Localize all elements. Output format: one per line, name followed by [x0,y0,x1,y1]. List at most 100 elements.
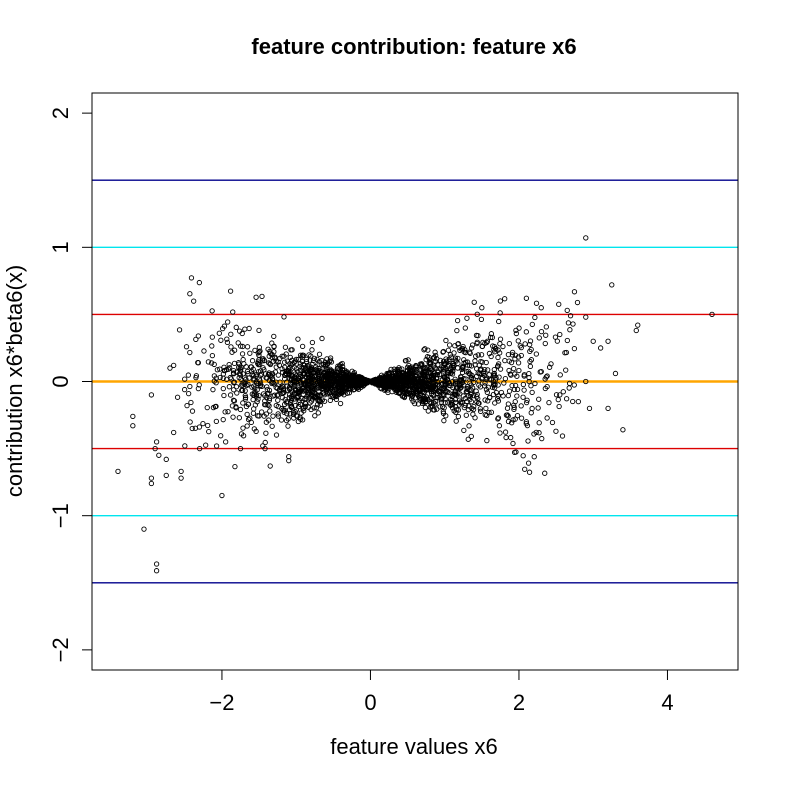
data-point [327,397,333,403]
data-point [171,362,177,369]
data-point [271,392,278,398]
data-point [567,327,573,333]
data-point [292,387,299,393]
data-point [176,327,183,333]
data-point [414,376,421,383]
data-point [409,372,416,379]
data-point [230,367,237,374]
data-point [249,358,256,364]
data-point [220,417,226,423]
data-point [518,415,525,421]
data-point [491,370,497,377]
data-point [255,359,261,365]
data-point [523,399,530,406]
data-point [497,350,503,356]
data-point [444,363,451,369]
data-point [438,381,444,388]
data-point [244,411,250,418]
data-point [505,413,511,419]
data-point [511,386,518,393]
data-point [396,370,403,376]
data-point [473,388,479,394]
data-point [407,392,414,398]
data-point [502,376,509,382]
data-point [528,383,534,389]
data-point [260,391,267,397]
data-point [396,390,403,397]
data-point [458,374,464,380]
data-point [314,356,320,362]
data-point [327,358,333,365]
data-point [633,327,639,334]
data-point [290,383,296,389]
data-point [485,398,491,404]
data-point [486,350,493,357]
data-point [206,429,212,435]
data-point [187,291,193,297]
data-point [426,378,433,385]
data-point [302,403,308,410]
data-point [372,378,379,385]
data-point [383,383,389,389]
data-point [307,400,313,406]
data-point [564,307,570,314]
data-point [400,381,406,387]
data-point [316,369,322,375]
data-point [266,353,272,359]
data-point [533,351,539,357]
data-point [474,311,480,317]
x-axis: −2 0 2 4 [209,669,674,715]
data-point [464,388,470,395]
data-point [478,352,485,358]
data-point [326,374,332,380]
data-point [521,387,527,393]
data-point [225,409,231,415]
data-point [250,410,257,416]
data-point [242,394,249,401]
data-point [329,393,336,399]
data-point [465,406,472,413]
data-point [516,325,522,331]
data-point [460,364,466,371]
data-point [335,372,341,379]
data-point [322,361,329,368]
data-point [258,372,264,378]
data-point [446,389,452,396]
data-point [571,289,578,295]
data-point [523,420,529,427]
data-point [212,403,218,410]
data-point [495,354,501,361]
data-point [544,415,550,421]
data-point [153,561,160,567]
data-point [265,417,272,423]
data-point [403,389,409,395]
data-point [339,375,345,381]
data-point [216,330,222,336]
data-point [543,332,549,338]
data-point [583,314,589,320]
data-point [564,337,570,344]
data-point [449,397,455,403]
data-point [260,356,266,362]
data-point [437,404,443,410]
data-point [309,347,315,353]
data-point [315,376,321,382]
data-point [324,356,330,362]
data-point [339,384,346,391]
data-point [279,366,285,372]
data-point [446,380,453,386]
data-point [492,377,499,383]
data-point [506,367,512,374]
data-point [299,417,306,423]
data-point [474,391,480,398]
data-point [528,410,534,416]
data-point [521,373,527,379]
data-point [244,423,250,429]
data-point [245,381,251,387]
data-point [197,445,203,452]
data-point [153,568,160,574]
data-point [303,359,310,365]
data-point [201,348,207,354]
data-point [483,359,489,366]
data-point [553,428,559,434]
